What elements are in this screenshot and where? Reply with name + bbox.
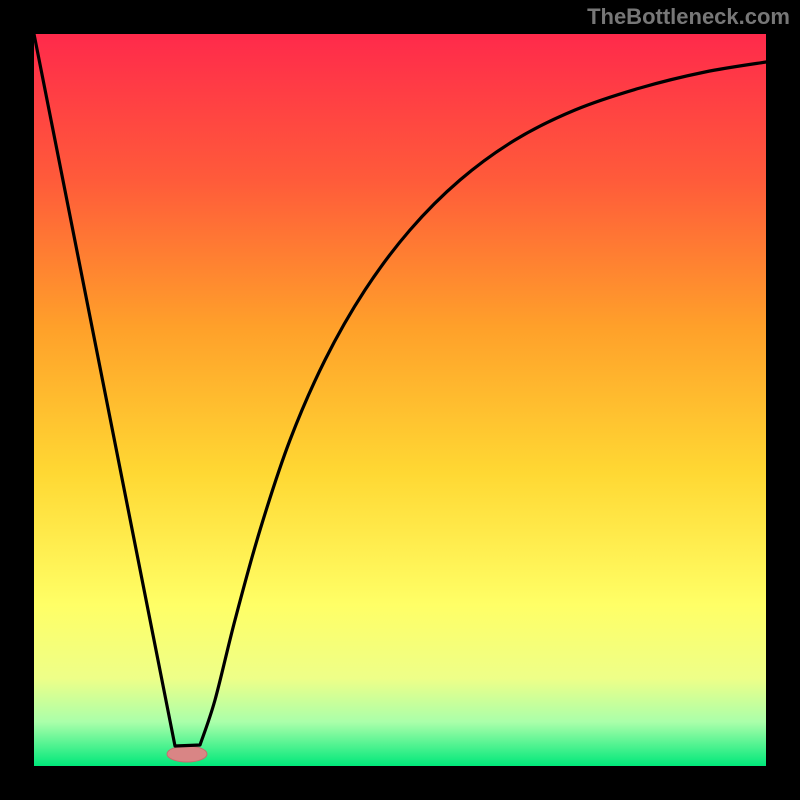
chart-container: TheBottleneck.com bbox=[0, 0, 800, 800]
plot-background bbox=[34, 34, 766, 766]
chart-svg bbox=[0, 0, 800, 800]
watermark-text: TheBottleneck.com bbox=[587, 4, 790, 30]
optimal-range-marker bbox=[167, 746, 207, 762]
